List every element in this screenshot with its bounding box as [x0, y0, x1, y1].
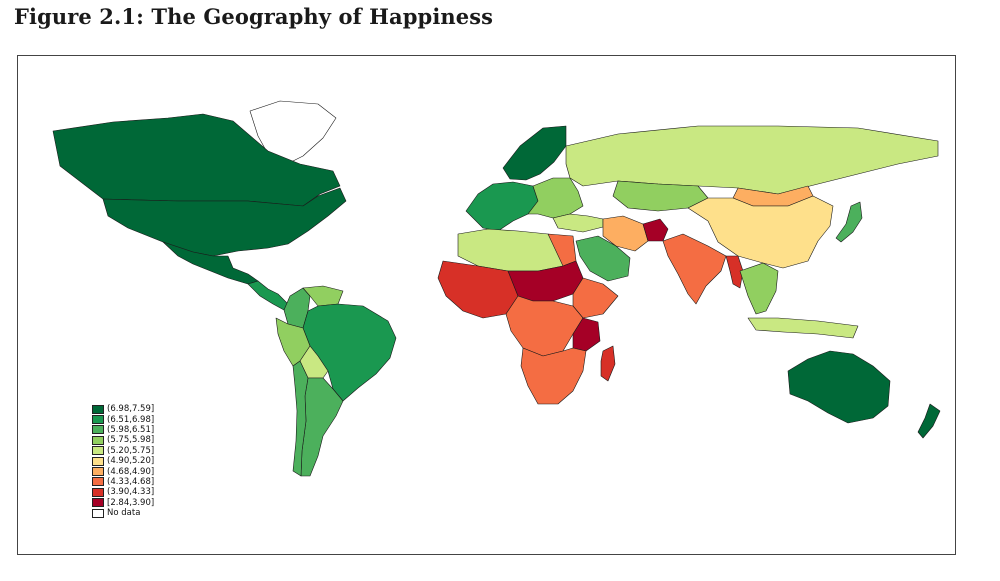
legend-label: No data: [107, 508, 141, 519]
legend-swatch: [92, 425, 104, 435]
legend-label: (5.98,6.51]: [107, 424, 155, 435]
region-india: [662, 233, 727, 305]
legend-swatch: [92, 435, 104, 445]
region-myanmar: [725, 255, 744, 289]
region-western-europe: [465, 181, 539, 232]
legend-label: (5.20,5.75]: [107, 445, 155, 456]
region-saudi-arabia: [575, 235, 631, 282]
legend-label: (6.51,6.98]: [107, 414, 155, 425]
region-scandinavia: [502, 125, 567, 181]
region-madagascar: [600, 345, 616, 382]
legend-swatch: [92, 404, 104, 414]
legend-swatch: [92, 508, 104, 518]
world-map: [52, 100, 941, 477]
legend-item: (4.90,5.20]: [92, 456, 154, 466]
legend-label: (6.98,7.59]: [107, 404, 155, 415]
map-frame: [17, 55, 956, 555]
figure-title: Figure 2.1: The Geography of Happiness: [14, 4, 494, 29]
legend-item: (6.51,6.98]: [92, 414, 155, 425]
legend-swatch: [92, 467, 104, 477]
legend-item: (4.33,4.68]: [92, 477, 154, 487]
legend-swatch: [92, 498, 104, 508]
legend-swatch: [92, 477, 104, 487]
map-legend: (6.98,7.59] (6.51,6.98] (5.98,6.51] (5.75,5…: [92, 404, 154, 518]
region-iran: [602, 215, 649, 252]
region-ethiopia: [572, 277, 619, 319]
legend-label: (4.33,4.68]: [107, 476, 155, 487]
legend-item: (6.98,7.59]: [92, 404, 154, 414]
region-china: [687, 195, 834, 269]
region-afghanistan: [642, 218, 669, 242]
region-indonesia: [747, 317, 859, 339]
region-southeast-asia: [739, 262, 779, 315]
legend-item: (5.20,5.75]: [92, 446, 154, 456]
region-central-america: [247, 280, 289, 311]
legend-label: (3.90,4.33]: [107, 487, 155, 498]
region-japan: [835, 201, 863, 243]
region-chile: [292, 360, 309, 477]
legend-label: [2.84,3.90]: [107, 497, 155, 508]
legend-item: No data: [92, 508, 154, 518]
region-australia: [787, 350, 891, 424]
legend-swatch: [92, 415, 104, 425]
region-west-africa: [437, 260, 519, 319]
region-north-africa: [457, 228, 564, 272]
region-central-africa: [505, 295, 584, 357]
legend-label: (4.68,4.90]: [107, 466, 155, 477]
legend-swatch: [92, 487, 104, 497]
region-united-states: [102, 187, 347, 257]
legend-swatch: [92, 456, 104, 466]
legend-item: (5.75,5.98]: [92, 435, 154, 445]
legend-label: (5.75,5.98]: [107, 435, 155, 446]
legend-label: (4.90,5.20]: [107, 456, 155, 467]
region-southern-africa: [520, 347, 587, 405]
legend-item: (5.98,6.51]: [92, 425, 154, 435]
region-new-zealand: [917, 403, 941, 439]
region-greenland: [249, 100, 337, 167]
legend-swatch: [92, 446, 104, 456]
legend-item: (4.68,4.90]: [92, 466, 155, 477]
legend-item: [2.84,3.90]: [92, 498, 154, 508]
region-turkey: [552, 213, 604, 233]
legend-item: (3.90,4.33]: [92, 487, 154, 497]
region-russia: [565, 125, 939, 195]
